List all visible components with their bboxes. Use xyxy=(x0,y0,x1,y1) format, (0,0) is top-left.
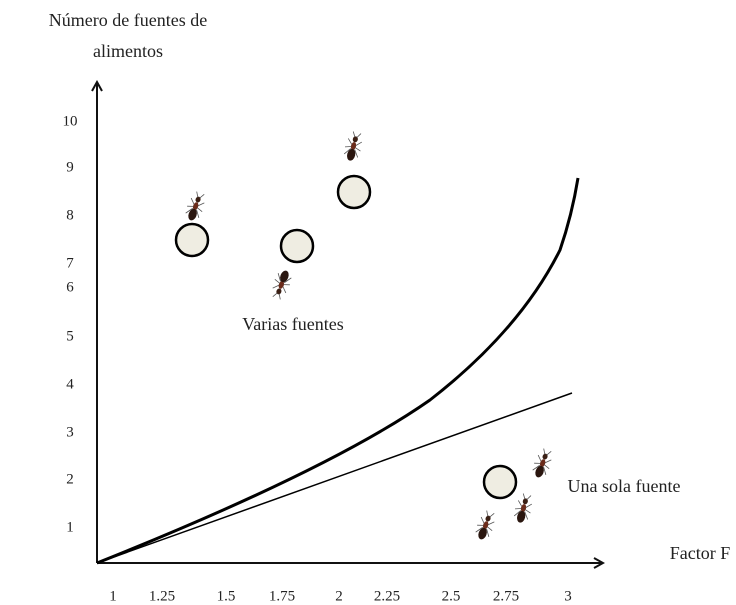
y-tick-label: 5 xyxy=(66,328,74,344)
x-tick-label: 1 xyxy=(109,588,117,604)
food-source xyxy=(338,176,370,208)
y-tick-label: 10 xyxy=(63,113,78,129)
y-tick-label: 6 xyxy=(66,279,74,295)
y-tick-label: 4 xyxy=(66,376,74,392)
region-label: Varias fuentes xyxy=(242,314,343,334)
ant xyxy=(473,509,498,542)
y-tick-label: 8 xyxy=(66,207,74,223)
x-tick-label: 1.75 xyxy=(269,588,295,604)
y-tick-label: 2 xyxy=(66,471,74,487)
y-axis-label: Número de fuentes de xyxy=(49,10,207,30)
food-source xyxy=(484,466,516,498)
y-tick-label: 7 xyxy=(66,255,74,271)
x-tick-label: 3 xyxy=(564,588,572,604)
ant xyxy=(512,492,535,524)
region-label: Una sola fuente xyxy=(568,476,681,496)
y-tick-label: 1 xyxy=(66,519,74,535)
y-axis-label: alimentos xyxy=(93,41,163,61)
food-source xyxy=(281,230,313,262)
x-tick-label: 2.25 xyxy=(374,588,400,604)
x-axis-label: Factor F xyxy=(670,543,731,563)
y-tick-label: 9 xyxy=(66,159,74,175)
y-tick-label: 3 xyxy=(66,424,74,440)
x-tick-label: 2 xyxy=(335,588,343,604)
ant xyxy=(342,130,365,162)
ant xyxy=(530,447,555,480)
x-ticks: 1 1.25 1.5 1.75 2 2.25 2.5 2.75 3 xyxy=(109,588,572,604)
y-ticks: 10 9 8 7 6 5 4 3 2 1 xyxy=(63,113,78,535)
ant xyxy=(183,190,208,223)
diagram: Número de fuentes de alimentos Factor F … xyxy=(0,0,736,605)
x-tick-label: 1.25 xyxy=(149,588,175,604)
x-tick-label: 2.5 xyxy=(442,588,461,604)
curve xyxy=(97,178,578,563)
x-tick-label: 1.5 xyxy=(217,588,236,604)
x-tick-label: 2.75 xyxy=(493,588,519,604)
ant xyxy=(269,268,294,301)
food-source xyxy=(176,224,208,256)
